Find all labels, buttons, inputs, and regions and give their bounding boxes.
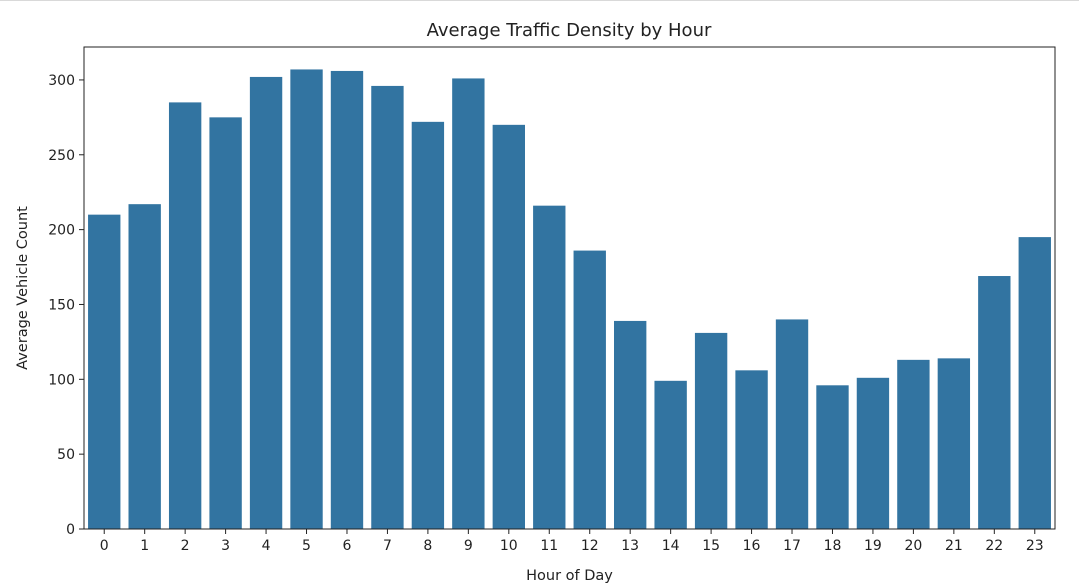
bar-hour-15	[694, 332, 728, 529]
x-tick-label: 8	[423, 538, 432, 554]
x-tick-label: 17	[783, 538, 801, 554]
x-tick-label: 12	[581, 538, 599, 554]
bar-hour-10	[492, 124, 525, 529]
x-tick-label: 13	[621, 538, 639, 554]
y-tick-label: 200	[48, 223, 75, 239]
x-tick-label: 5	[302, 538, 311, 554]
bar-hour-18	[816, 385, 849, 529]
y-axis-label: Average Vehicle Count	[15, 206, 31, 370]
bar-hour-19	[856, 377, 890, 529]
y-tick-label: 300	[48, 73, 75, 89]
bar-hour-5	[290, 69, 323, 529]
x-tick-label: 20	[904, 538, 922, 554]
x-tick-label: 18	[824, 538, 842, 554]
x-tick-label: 16	[743, 538, 761, 554]
bar-hour-3	[209, 117, 242, 529]
x-tick-label: 7	[383, 538, 392, 554]
bar-hour-16	[735, 370, 768, 529]
y-tick-label: 150	[48, 297, 75, 313]
y-tick-label: 50	[57, 447, 75, 463]
y-axis: 0 50 100 150 200 250 300	[48, 73, 84, 538]
x-axis: 0 1 2 3 4 5 6 7 8 9 10 11 12 13 14 15 16 17 18 19 20 21 22 23	[100, 529, 1044, 554]
bar-hour-0	[88, 214, 121, 529]
bar-hour-20	[897, 359, 930, 529]
chart-title: Average Traffic Density by Hour	[427, 20, 712, 41]
x-tick-label: 15	[702, 538, 720, 554]
bar-hour-23	[1018, 237, 1051, 530]
bar-hour-8	[411, 121, 445, 529]
x-tick-label: 9	[464, 538, 473, 554]
x-tick-label: 21	[945, 538, 963, 554]
y-tick-label: 0	[66, 522, 75, 538]
bar-hour-21	[937, 358, 971, 529]
x-axis-label: Hour of Day	[526, 568, 613, 584]
bar-hour-11	[533, 205, 566, 530]
x-tick-label: 1	[140, 538, 149, 554]
x-tick-label: 23	[1026, 538, 1044, 554]
bar-hour-14	[654, 380, 687, 529]
bar-hour-7	[371, 85, 404, 530]
plot-frame	[83, 46, 1056, 530]
x-tick-label: 22	[985, 538, 1003, 554]
x-tick-label: 4	[262, 538, 271, 554]
x-tick-label: 3	[221, 538, 230, 554]
bar-hour-22	[978, 276, 1011, 529]
x-tick-label: 6	[343, 538, 352, 554]
bar-hour-2	[168, 102, 202, 529]
y-tick-label: 100	[48, 372, 75, 388]
x-tick-label: 10	[500, 538, 518, 554]
x-tick-label: 0	[100, 538, 109, 554]
bar-hour-17	[775, 319, 809, 529]
bar-hour-1	[128, 204, 161, 530]
bar-hour-9	[452, 78, 485, 530]
x-tick-label: 14	[662, 538, 680, 554]
top-divider	[0, 0, 1079, 1]
bar-hour-4	[249, 76, 283, 529]
x-tick-label: 11	[540, 538, 558, 554]
x-tick-label: 19	[864, 538, 882, 554]
x-tick-label: 2	[181, 538, 190, 554]
bar-hour-6	[330, 70, 364, 529]
bar-hour-12	[573, 250, 606, 529]
bar-hour-13	[614, 320, 647, 529]
y-tick-label: 250	[48, 148, 75, 164]
bars-group	[88, 69, 1051, 530]
